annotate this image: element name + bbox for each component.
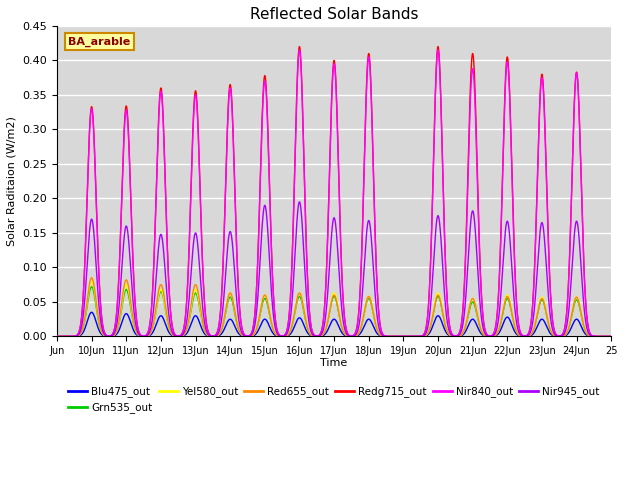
Text: BA_arable: BA_arable (68, 36, 131, 47)
Title: Reflected Solar Bands: Reflected Solar Bands (250, 7, 419, 22)
Y-axis label: Solar Raditaion (W/m2): Solar Raditaion (W/m2) (7, 116, 17, 246)
Legend: Blu475_out, Grn535_out, Yel580_out, Red655_out, Redg715_out, Nir840_out, Nir945_: Blu475_out, Grn535_out, Yel580_out, Red6… (64, 382, 604, 418)
X-axis label: Time: Time (321, 358, 348, 368)
